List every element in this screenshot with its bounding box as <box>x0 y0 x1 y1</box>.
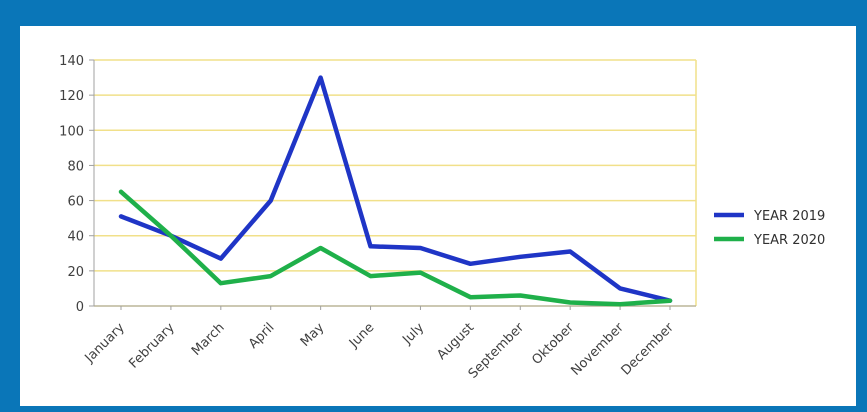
x-tick-label: Oktober <box>529 320 577 368</box>
gridlines <box>93 59 697 307</box>
y-axis-ticks: 0 20 40 60 80 100 120 140 <box>59 54 94 315</box>
x-tick-label: December <box>619 320 678 379</box>
x-tick-label: March <box>189 320 228 359</box>
x-tick-label: February <box>126 320 178 372</box>
x-tick-label: June <box>346 320 377 351</box>
y-tick-label: 60 <box>67 195 84 210</box>
y-tick-label: 100 <box>59 124 84 139</box>
y-tick-label: 0 <box>76 300 84 315</box>
series-line-year-2020 <box>118 189 673 307</box>
x-tick-label: May <box>298 320 328 350</box>
x-tick-label: July <box>399 320 427 348</box>
x-tick-label: August <box>434 320 477 363</box>
y-tick-label: 80 <box>67 159 84 174</box>
y-tick-label: 120 <box>59 89 84 104</box>
y-tick-label: 40 <box>67 230 84 245</box>
legend-label: YEAR 2019 <box>753 209 825 224</box>
x-tick-label: January <box>82 320 128 366</box>
x-tick-label: November <box>568 320 627 379</box>
y-tick-label: 20 <box>67 265 84 280</box>
series-lines <box>118 75 673 307</box>
series-line-year-2019 <box>118 75 673 303</box>
legend-label: YEAR 2020 <box>753 233 825 248</box>
y-tick-label: 140 <box>59 54 84 69</box>
legend: YEAR 2019 YEAR 2020 <box>714 209 825 248</box>
x-tick-label: April <box>246 320 278 352</box>
